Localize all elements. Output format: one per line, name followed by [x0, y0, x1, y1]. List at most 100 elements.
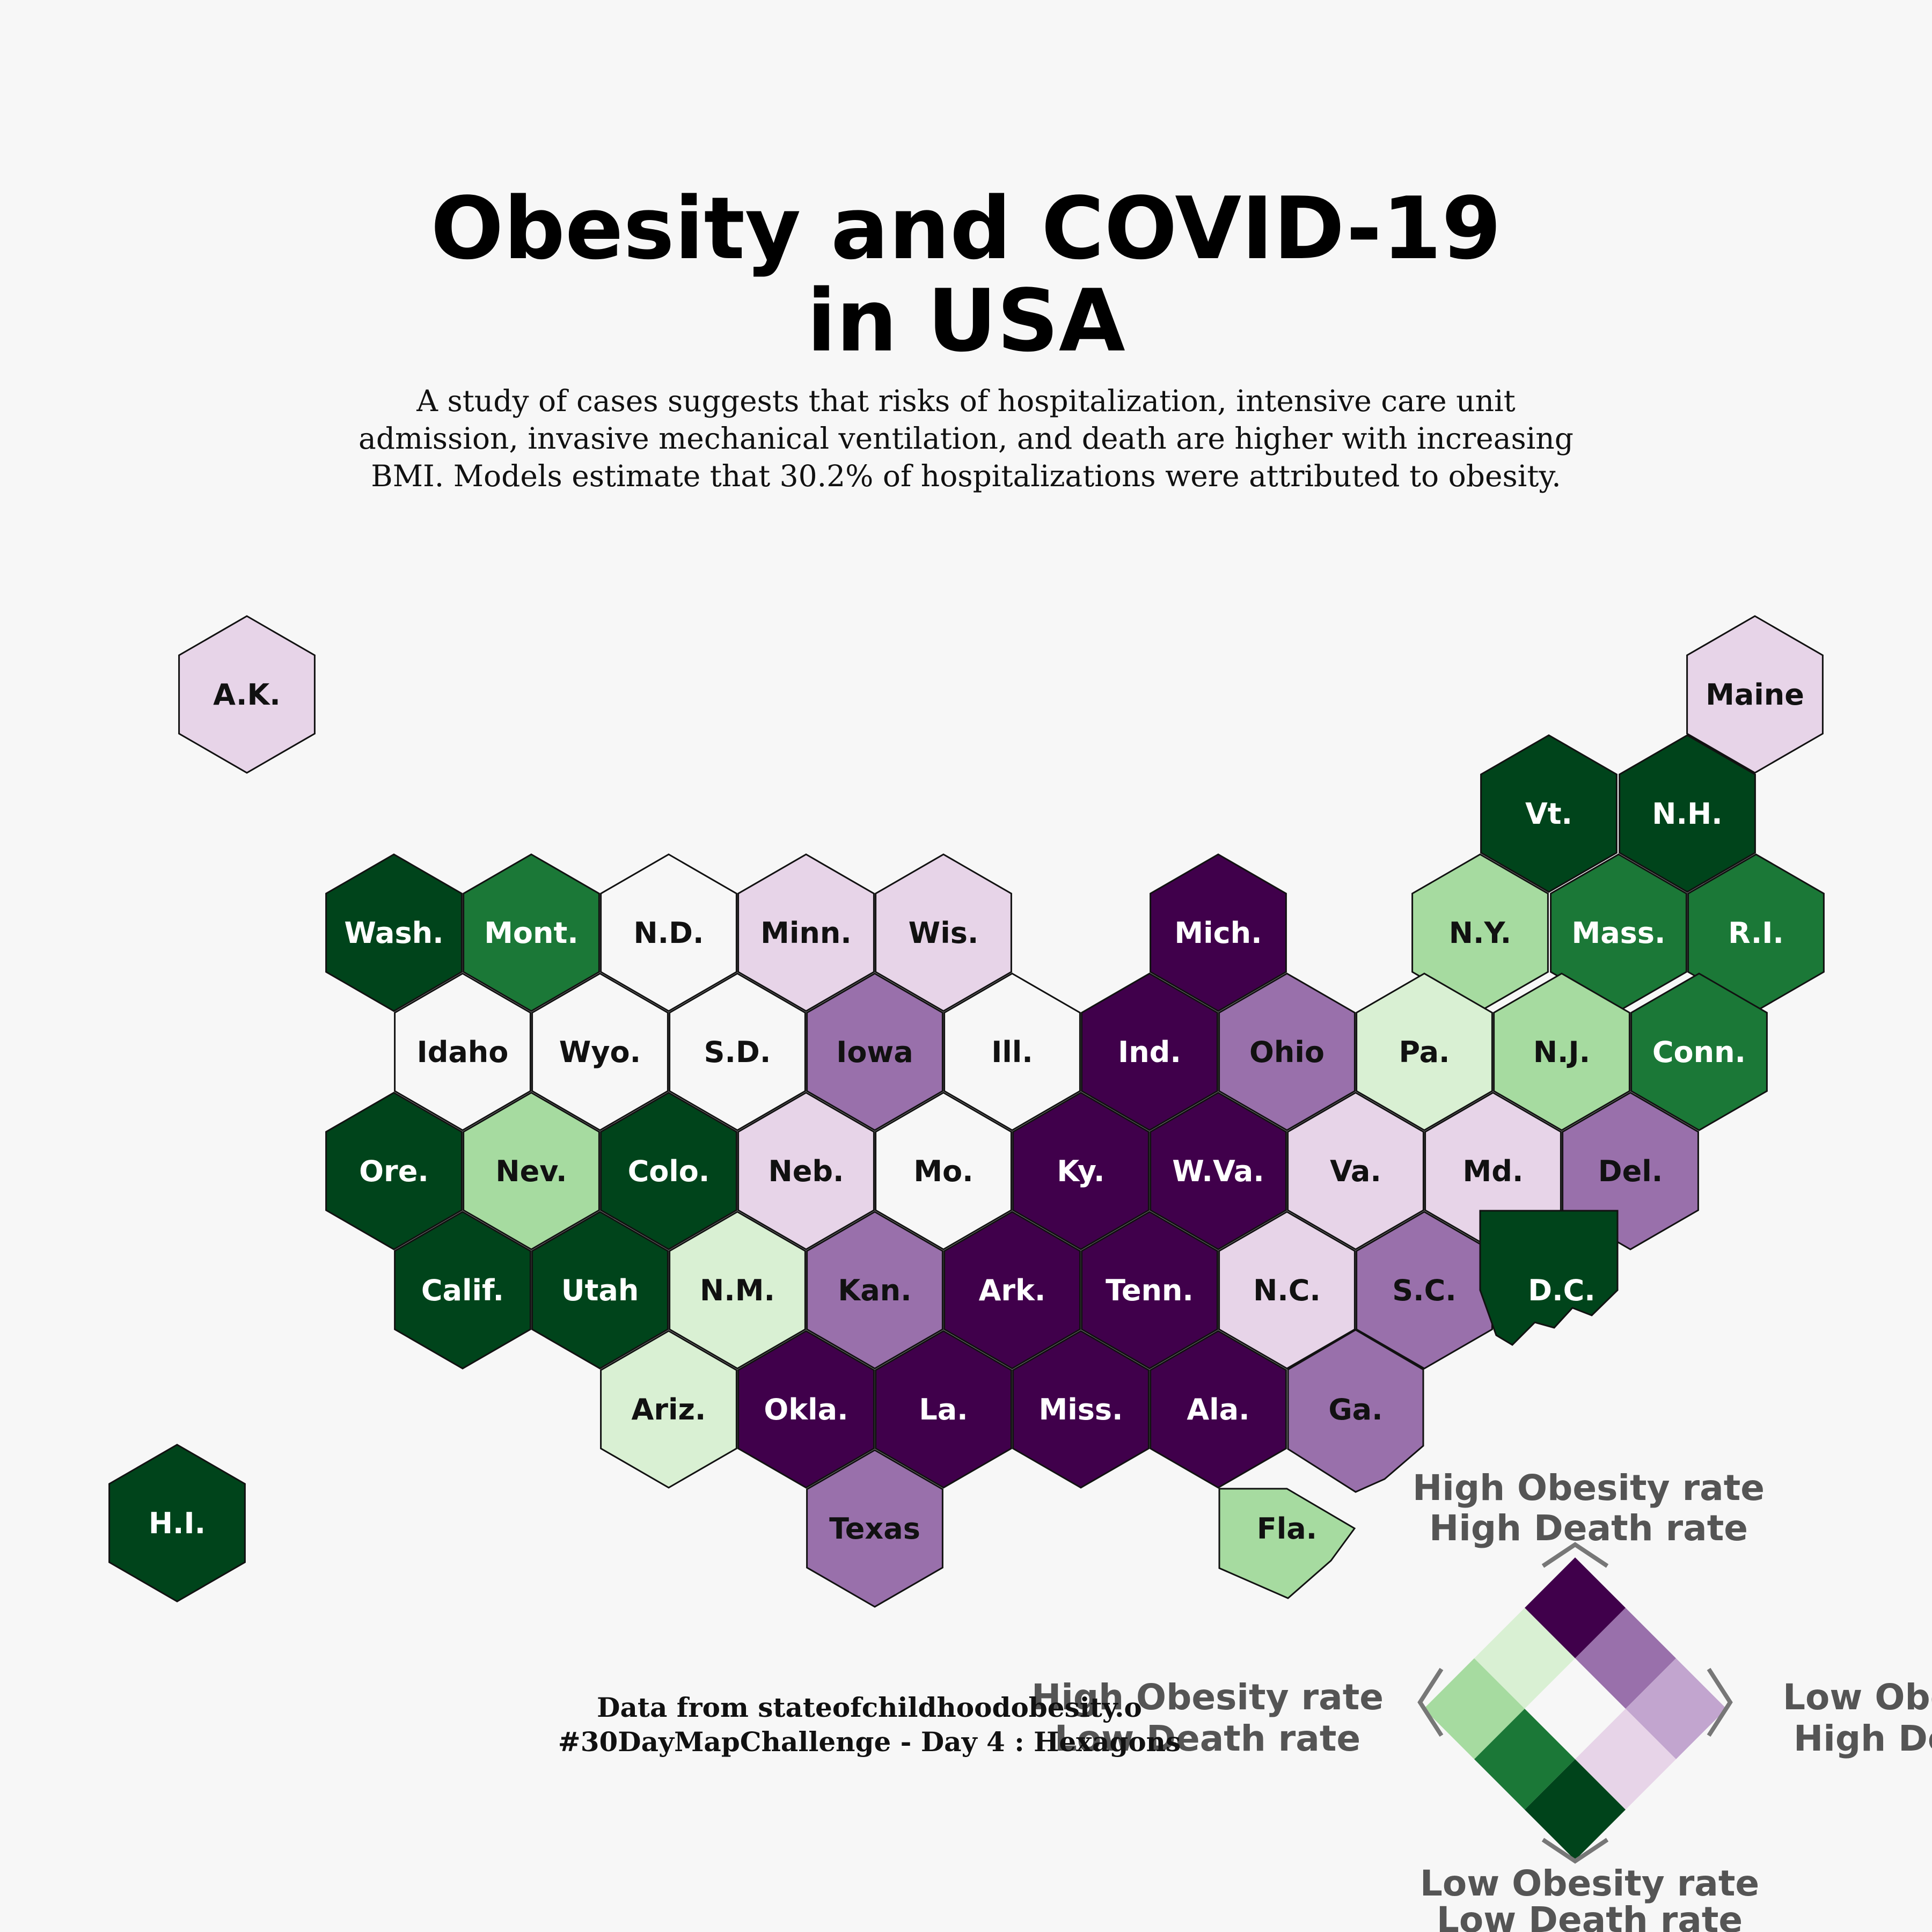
state-hexagon [325, 1092, 463, 1250]
state-hexagon [1150, 1092, 1287, 1250]
state-r-i: R.I. [1687, 853, 1825, 1012]
state-label: Mont. [484, 916, 579, 950]
legend-arrow-bottom [1541, 1838, 1609, 1864]
legend-arrow-right [1707, 1667, 1733, 1737]
state-maine: Maine [1686, 615, 1824, 774]
state-ga: Ga. [1287, 1329, 1424, 1493]
state-utah: Utah [531, 1211, 669, 1370]
state-wash: Wash. [325, 853, 463, 1012]
state-hexagon [669, 972, 806, 1131]
state-ore: Ore. [325, 1092, 463, 1250]
state-label: N.D. [633, 916, 704, 950]
state-ark: Ark. [943, 1211, 1081, 1370]
data-source: Data from stateofchildhoodobesity.o [597, 1692, 1142, 1723]
state-n-j: N.J. [1493, 972, 1630, 1131]
state-label: Ga. [1328, 1393, 1382, 1426]
state-label: Ore. [359, 1154, 429, 1188]
state-neb: Neb. [737, 1092, 875, 1250]
state-hexagon [1356, 972, 1493, 1131]
state-s-d: S.D. [669, 972, 806, 1131]
legend-label-left-2: Low Death rate [1055, 1718, 1360, 1759]
state-calif: Calif. [394, 1211, 531, 1370]
state-label: Vt. [1525, 797, 1572, 831]
state-label: Ohio [1249, 1035, 1324, 1069]
legend-label-left-1: High Obesity rate [1031, 1677, 1384, 1718]
state-ohio: Ohio [1218, 972, 1356, 1131]
state-label: Ala. [1187, 1393, 1249, 1426]
credits: Data from stateofchildhoodobesity.o #30D… [419, 1690, 1320, 1759]
legend-label-bottom-2: Low Death rate [1437, 1899, 1743, 1932]
state-hexagon [600, 1092, 737, 1250]
state-label: Calif. [421, 1274, 504, 1307]
state-hexagon [1150, 1330, 1287, 1489]
state-hexagon [1630, 972, 1768, 1131]
state-label: Va. [1330, 1154, 1381, 1188]
state-n-y: N.Y. [1411, 853, 1549, 1012]
state-label: Iowa [836, 1035, 913, 1069]
state-ky: Ky. [1012, 1092, 1150, 1250]
state-hexagon [1150, 853, 1287, 1012]
state-label: Wis. [909, 916, 979, 950]
state-label: S.D. [704, 1035, 771, 1069]
state-label: N.Y. [1449, 916, 1511, 950]
state-label: Maine [1706, 678, 1804, 712]
state-vt: Vt. [1480, 734, 1618, 893]
state-label: Fla. [1257, 1512, 1317, 1546]
state-la: La. [875, 1330, 1012, 1489]
state-label: Kan. [838, 1274, 911, 1307]
state-nev: Nev. [463, 1092, 600, 1250]
state-hexagon [1081, 972, 1218, 1131]
state-ind: Ind. [1081, 972, 1218, 1131]
state-label: N.H. [1652, 797, 1722, 831]
state-va: Va. [1287, 1092, 1424, 1250]
state-tenn: Tenn. [1081, 1211, 1218, 1370]
state-s-c: S.C. [1356, 1211, 1493, 1370]
state-label: Wash. [344, 916, 443, 950]
state-hexagon [737, 1330, 875, 1489]
state-hexagon [463, 853, 600, 1012]
state-label: Mass. [1572, 916, 1666, 950]
state-label: Minn. [760, 916, 852, 950]
legend-label-bottom-1: Low Obesity rate [1420, 1863, 1759, 1904]
state-label: Miss. [1038, 1393, 1123, 1426]
state-hexagon [875, 1330, 1012, 1489]
state-pa: Pa. [1356, 972, 1493, 1131]
state-label: Tenn. [1106, 1274, 1194, 1307]
subtitle-line-1: A study of cases suggests that risks of … [416, 384, 1516, 418]
state-mich: Mich. [1150, 853, 1287, 1012]
state-hexagon [178, 615, 316, 774]
state-label: La. [919, 1393, 968, 1426]
state-hexagons: A.K. Maine Vt. N.H. Wash. Mont. N.D. Minn. Wis. M… [108, 615, 1825, 1608]
state-hexagon [394, 972, 531, 1131]
state-mont: Mont. [463, 853, 600, 1012]
title-line-1: Obesity and COVID-19 [430, 178, 1502, 279]
state-label: N.C. [1253, 1274, 1321, 1307]
state-label: N.J. [1533, 1035, 1590, 1069]
state-ariz: Ariz. [600, 1330, 737, 1489]
state-h-i: H.I. [108, 1444, 246, 1602]
state-okla: Okla. [737, 1330, 875, 1489]
legend-grid [1424, 1557, 1726, 1860]
state-hexagon [943, 972, 1081, 1131]
state-miss: Miss. [1012, 1330, 1150, 1489]
map-subtitle: A study of cases suggests that risks of … [0, 382, 1932, 495]
legend-label-right-2: High Death rate [1794, 1718, 1932, 1759]
state-texas: Texas [806, 1449, 943, 1608]
state-hexagon [1619, 734, 1756, 893]
state-hexagon [737, 1092, 875, 1250]
state-ala: Ala. [1150, 1330, 1287, 1489]
state-hexagon [325, 853, 463, 1012]
state-hexagon [806, 1449, 943, 1608]
state-hexagon [669, 1211, 806, 1370]
legend-label-right-1: Low Obesity rate [1783, 1677, 1932, 1718]
map-title: Obesity and COVID-19 in USA [0, 182, 1932, 367]
state-hexagon [737, 853, 875, 1012]
state-label: Wyo. [559, 1035, 641, 1069]
state-hexagon [463, 1092, 600, 1250]
state-label: N.M. [700, 1274, 775, 1307]
state-hexagon [806, 1211, 943, 1370]
subtitle-line-3: BMI. Models estimate that 30.2% of hospi… [371, 459, 1561, 493]
state-d-c: D.C. [1479, 1210, 1619, 1346]
state-hexagon [1081, 1211, 1218, 1370]
